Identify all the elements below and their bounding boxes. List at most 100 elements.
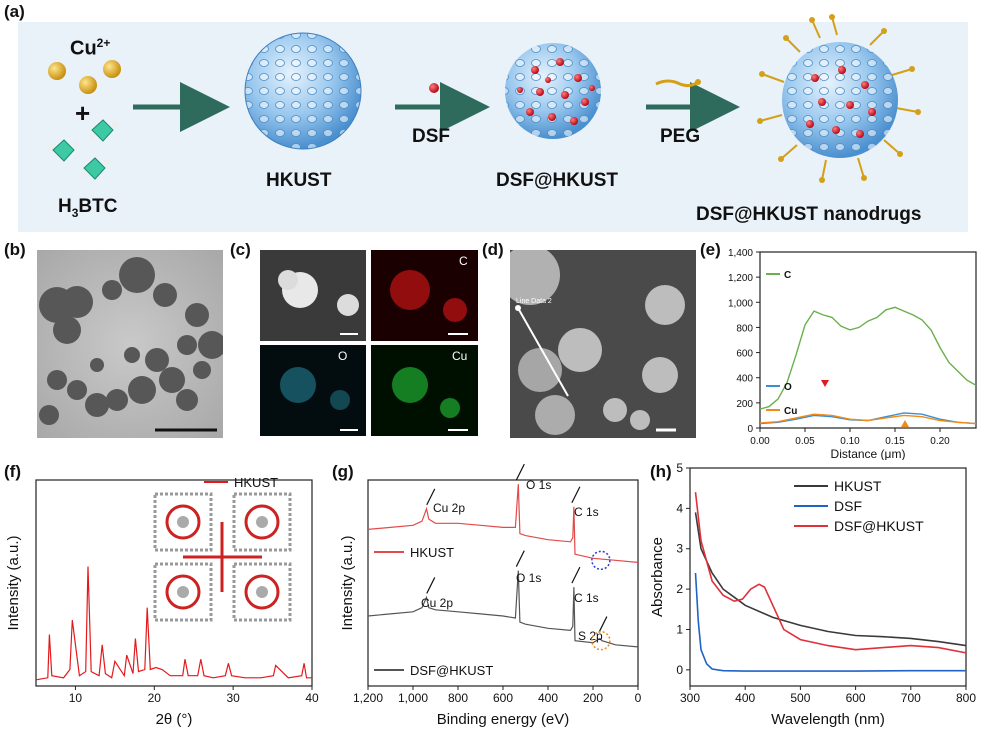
series-line-dsf [694,572,966,672]
x-tick-label: 400 [735,691,755,705]
crystal-node [256,586,268,598]
panel-label-e: (e) [700,240,721,259]
eds-c-label: C [459,254,468,268]
y-tick-label: 5 [676,462,683,475]
legend-label: DSF@HKUST [410,663,493,678]
legend-label: DSF [834,498,862,514]
legend-label: DSF@HKUST [834,518,924,534]
x-tick-label: 200 [583,691,603,705]
y-axis-label: Intensity (a.u.) [339,535,356,630]
peak-label: C 1s [574,505,599,519]
legend-label: HKUST [410,545,454,560]
dsf-hkust-sphere [505,43,601,139]
y-tick-label: 200 [736,399,753,410]
linker-molecule [47,139,79,162]
x-tick-label: 10 [69,691,83,705]
y-tick-label: 400 [736,374,753,385]
panel-label-f: (f) [4,462,21,481]
dsf-arrow-label: DSF [412,126,450,147]
y-tick-label: 800 [736,323,753,334]
peak-pointer [571,486,581,504]
legend-label: HKUST [834,478,882,494]
x-tick-label: 40 [305,691,319,705]
x-tick-label: 600 [493,691,513,705]
y-tick-label: 0 [747,424,753,435]
peak-label: Cu 2p [421,596,453,610]
marker-triangle [821,380,829,387]
series-line-cu [759,413,977,425]
crystal-cell [232,492,292,552]
crystal-node [244,504,280,540]
legend-label: Cu [784,406,797,417]
nanodrug-sphere [757,14,921,183]
panel-label-h: (h) [650,462,672,481]
y-tick-label: 1,400 [728,248,753,259]
chart-h: 300 400 500 600 700 800 0 1 2 3 4 5 Wavelength (nm) A… [650,462,976,728]
panel-label-a: (a) [4,2,25,21]
series-line-hkust [694,512,967,647]
peak-label: C 1s [574,591,599,605]
plot-frame [759,251,977,429]
linker-molecule [81,157,110,180]
legend-label: C [784,270,791,281]
chart-e: 0.00 0.05 0.10 0.15 0.20 0 200 400 600 800 1,000 1,… [728,248,977,460]
crystal-node [165,574,201,610]
x-tick-label: 400 [538,691,558,705]
crystal-cell [232,562,292,622]
y-tick-label: 4 [676,501,683,515]
dsf-hkust-label: DSF@HKUST [496,170,618,191]
y-tick-label: 600 [736,349,753,360]
peak-pointer [598,616,608,633]
cu-ion [79,76,97,94]
eds-o-label: O [338,349,348,363]
peak-pointer [571,566,581,584]
peak-pointer [426,577,436,594]
x-tick-label: 1,000 [398,691,428,705]
crystal-node [177,586,189,598]
highlight-circle [591,550,611,571]
marker-triangle [901,420,909,427]
crystal-node [177,516,189,528]
peak-pointer [515,550,525,567]
tem-image [37,250,223,438]
legend-label: HKUST [234,475,278,490]
x-axis-label: Binding energy (eV) [437,711,570,728]
crystal-cell [153,492,213,552]
x-tick-label: 0.05 [795,436,815,447]
dsf-molecule-icon [429,83,439,93]
x-tick-label: 0.20 [930,436,950,447]
nanodrugs-label: DSF@HKUST nanodrugs [696,204,922,225]
x-tick-label: 0.10 [840,436,860,447]
plot-frame [689,467,967,687]
schematic-svg [47,14,921,183]
crystal-cell [153,562,213,622]
peg-arrow-label: PEG [660,126,701,147]
plus-sign: + [75,98,91,128]
highlight-circle [591,630,611,651]
plot-frame [35,479,313,687]
y-tick-label: 0 [676,663,683,677]
peak-label: O 1s [516,571,541,585]
x-tick-label: 600 [846,691,866,705]
crystal-structure-inset [153,492,292,622]
hkust-label: HKUST [266,170,332,191]
x-axis-label: 2θ (°) [156,711,193,728]
eds-cu-label: Cu [452,349,468,363]
series-line-dsf-hkust [694,492,967,654]
x-tick-label: 700 [901,691,921,705]
x-tick-label: 30 [226,691,240,705]
panel-label-c: (c) [230,240,251,259]
peak-pointer [515,463,525,481]
x-tick-label: 0.00 [750,436,770,447]
x-tick-label: 500 [790,691,810,705]
crystal-node [256,516,268,528]
panel-label-g: (g) [332,462,354,481]
linker-label: H3BTC [58,196,118,220]
peak-pointer [426,488,436,506]
series-line-hkust [367,484,639,563]
panel-label-b: (b) [4,240,26,259]
peg-icon [655,79,699,88]
peak-label: Cu 2p [433,501,465,515]
y-axis-label: Intensity (a.u.) [5,535,22,630]
y-tick-label: 1,000 [728,298,753,309]
